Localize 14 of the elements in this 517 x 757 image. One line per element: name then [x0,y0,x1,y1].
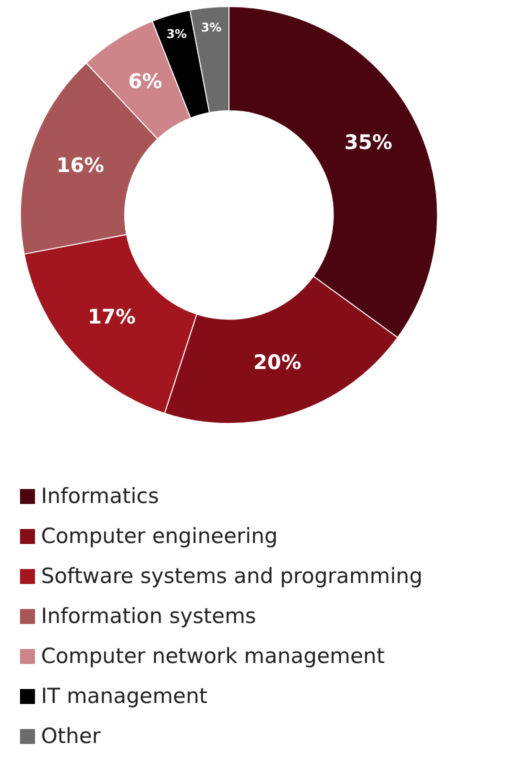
legend-label: Information systems [41,604,256,628]
legend-label: Other [41,724,101,748]
data-label: 20% [253,350,302,374]
data-label: 3% [201,20,222,34]
data-label: 3% [166,26,187,41]
data-label: 6% [128,69,162,94]
legend-label: Computer engineering [41,524,278,548]
legend-label: Software systems and programming [41,564,423,588]
data-label: 16% [56,152,104,177]
legend-label: Informatics [41,484,159,508]
data-label: 17% [88,304,136,329]
legend-label: IT management [41,684,208,708]
data-label: 35% [344,130,392,154]
legend-label: Computer network management [41,644,385,668]
